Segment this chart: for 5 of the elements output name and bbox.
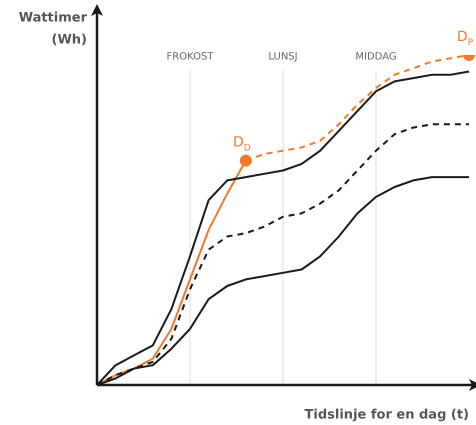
x-tick-label: LUNSJ <box>268 52 298 63</box>
x-axis-title: Tidslinje for en dag (t) <box>304 407 469 422</box>
y-axis-title: Wattimer (Wh) <box>18 10 88 48</box>
x-tick-label: FROKOST <box>166 52 214 63</box>
x-tick-label: MIDDAG <box>355 52 397 63</box>
